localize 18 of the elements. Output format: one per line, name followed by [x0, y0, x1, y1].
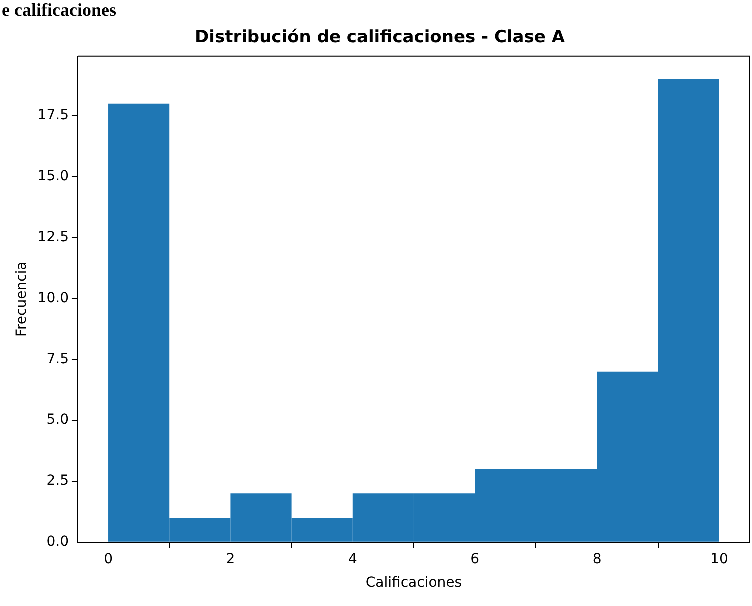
x-tick-label: 2 — [226, 551, 236, 568]
x-tick-label: 6 — [470, 551, 480, 568]
chart-title: Distribución de calificaciones - Clase A — [195, 28, 566, 48]
x-tick-label: 0 — [104, 551, 113, 568]
y-tick-label: 12.5 — [38, 230, 69, 246]
y-tick-label: 17.5 — [38, 108, 69, 124]
x-axis-title: Calificaciones — [366, 575, 462, 592]
x-tick-label: 8 — [592, 551, 602, 568]
text: e calificaciones — [1, 0, 118, 20]
y-tick-label: 5.0 — [46, 412, 69, 428]
y-tick-label: 10.0 — [38, 290, 69, 306]
x-tick-label: 10 — [710, 551, 728, 568]
y-tick-label: 7.5 — [46, 351, 69, 368]
y-axis-title: Frecuencia — [14, 262, 30, 338]
y-tick-label: 15.0 — [38, 168, 69, 185]
x-tick-label: 4 — [348, 551, 358, 568]
y-tick-label: 2.5 — [46, 473, 69, 490]
y-tick-label: 0.0 — [46, 534, 69, 550]
